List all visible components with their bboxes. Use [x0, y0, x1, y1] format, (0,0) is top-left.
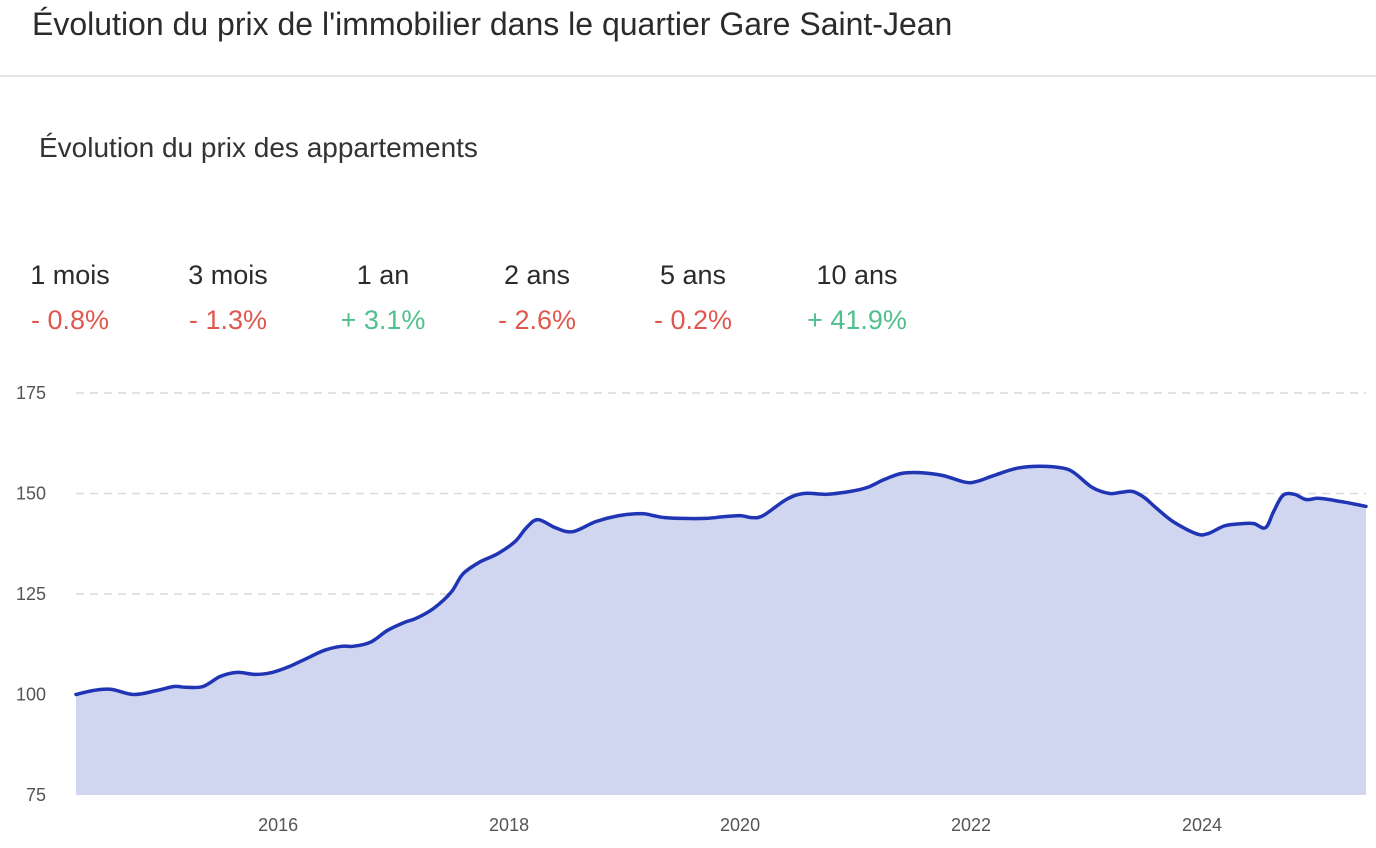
- stat-label: 3 mois: [188, 260, 268, 290]
- x-axis-ticks: 2016 2018 2020 2022 2024: [258, 815, 1222, 835]
- stat-1-an: 1 an + 3.1%: [313, 256, 453, 346]
- stat-label: 2 ans: [503, 260, 571, 290]
- x-tick-label: 2024: [1182, 815, 1222, 835]
- series-line: [74, 464, 1368, 697]
- x-tick-label: 2020: [720, 815, 760, 835]
- y-tick-label: 175: [16, 383, 46, 403]
- stat-label: 10 ans: [816, 260, 898, 290]
- x-tick-label: 2022: [951, 815, 991, 835]
- stat-label: 1 an: [356, 260, 410, 290]
- y-tick-label: 100: [16, 685, 46, 705]
- stat-1-mois: 1 mois - 0.8%: [0, 256, 140, 346]
- stat-value: + 41.9%: [807, 305, 907, 335]
- area-fill: [76, 466, 1366, 795]
- y-axis-ticks: 75 100 125 150 175: [16, 383, 46, 805]
- x-tick-label: 2016: [258, 815, 298, 835]
- y-tick-label: 75: [26, 785, 46, 805]
- x-tick-label: 2018: [489, 815, 529, 835]
- price-change-stats: 1 mois - 0.8% 3 mois - 1.3% 1 an + 3.1% …: [0, 256, 960, 346]
- stat-value: - 0.2%: [653, 305, 733, 335]
- stat-value: + 3.1%: [340, 305, 426, 335]
- stat-label: 1 mois: [30, 260, 110, 290]
- stat-2-ans: 2 ans - 2.6%: [467, 256, 607, 346]
- price-area-chart: 75 100 125 150 175 2016 2018 2020 2022 2024: [16, 383, 1368, 835]
- stat-value: - 1.3%: [188, 305, 268, 335]
- stat-value: - 0.8%: [30, 305, 110, 335]
- page-header: Évolution du prix de l'immobilier dans l…: [0, 0, 1376, 77]
- chart-title: Évolution du prix des appartements: [39, 132, 478, 163]
- stat-value: - 2.6%: [497, 305, 577, 335]
- stat-label: 5 ans: [659, 260, 727, 290]
- y-tick-label: 125: [16, 584, 46, 604]
- stat-5-ans: 5 ans - 0.2%: [623, 256, 763, 346]
- page-title: Évolution du prix de l'immobilier dans l…: [32, 6, 953, 42]
- stat-10-ans: 10 ans + 41.9%: [787, 256, 927, 346]
- stat-3-mois: 3 mois - 1.3%: [158, 256, 298, 346]
- y-tick-label: 150: [16, 484, 46, 504]
